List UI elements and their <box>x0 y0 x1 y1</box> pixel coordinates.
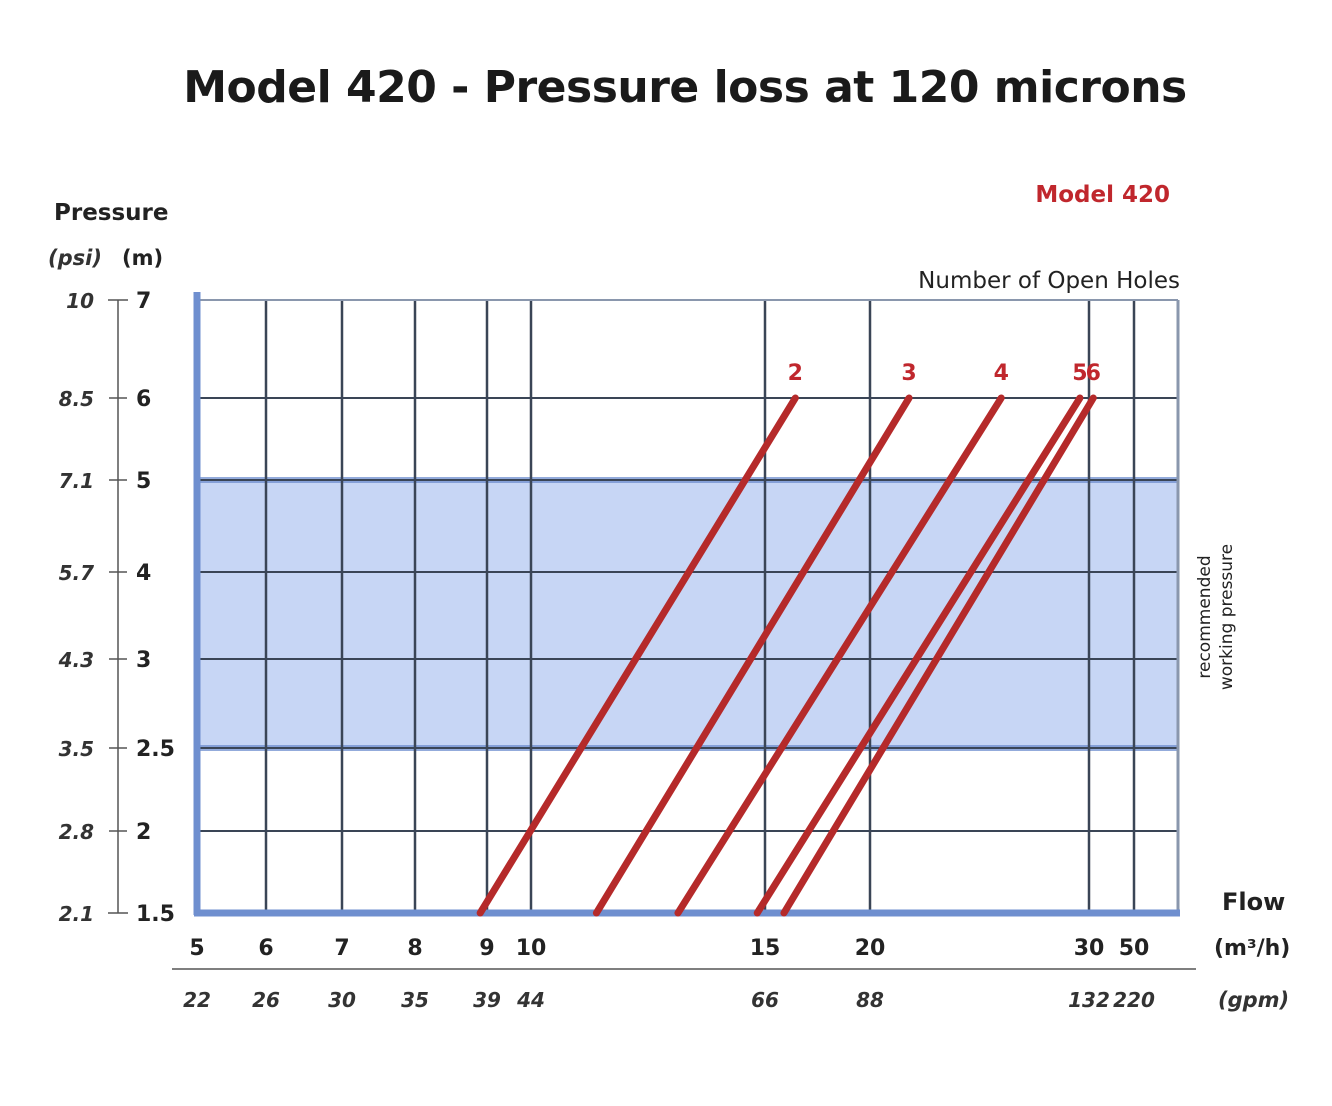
x-axis-title: Flow <box>1222 888 1285 916</box>
y-tick-label-psi: 8.5 <box>59 387 94 411</box>
y-tick-label-psi: 10 <box>66 289 94 313</box>
x-tick-label-m3h: 50 <box>1119 936 1150 961</box>
y-unit-m: (m) <box>122 246 163 270</box>
x-unit-m3h: (m³/h) <box>1214 936 1290 961</box>
series-label-4: 4 <box>994 361 1009 386</box>
y-tick-label-m: 3 <box>136 648 151 673</box>
series-label-3: 3 <box>901 361 916 386</box>
x-tick-label-m3h: 10 <box>516 936 547 961</box>
y-tick-label-psi: 5.7 <box>59 561 95 585</box>
y-tick-label-m: 5 <box>136 469 151 494</box>
y-tick-label-m: 2 <box>136 820 151 845</box>
y-tick-label-m: 4 <box>136 561 151 586</box>
y-tick-label-psi: 7.1 <box>59 469 94 493</box>
series-line-5 <box>753 394 1084 917</box>
series-label-2: 2 <box>788 361 803 386</box>
x-tick-label-m3h: 15 <box>750 936 781 961</box>
y-tick-label-m: 6 <box>136 387 151 412</box>
y-tick-label-psi: 2.8 <box>59 820 95 844</box>
x-tick-label-gpm: 26 <box>252 988 280 1012</box>
legend-subtitle: Number of Open Holes <box>918 268 1180 294</box>
x-tick-label-gpm: 35 <box>401 988 429 1012</box>
series-label-6: 6 <box>1086 361 1101 386</box>
series-label-5: 5 <box>1072 361 1087 386</box>
band-label-line-1: recommended <box>1195 555 1215 678</box>
x-tick-label-gpm: 44 <box>516 988 545 1012</box>
series-line-4 <box>674 394 1005 917</box>
x-tick-label-m3h: 20 <box>855 936 886 961</box>
series-line-3 <box>592 394 913 917</box>
recommended-band <box>197 480 1178 748</box>
x-unit-gpm: (gpm) <box>1218 988 1289 1012</box>
legend-title: Model 420 <box>1035 182 1170 208</box>
y-axis-title: Pressure <box>54 200 169 226</box>
y-unit-psi: (psi) <box>48 246 102 270</box>
y-tick-label-m: 7 <box>136 289 151 314</box>
x-tick-label-m3h: 9 <box>479 936 494 961</box>
x-tick-label-m3h: 8 <box>407 936 422 961</box>
x-tick-label-m3h: 5 <box>189 936 204 961</box>
y-tick-label-psi: 2.1 <box>59 902 94 926</box>
y-tick-label-psi: 4.3 <box>58 648 94 672</box>
x-tick-label-m3h: 7 <box>334 936 349 961</box>
band-label-line-2: working pressure <box>1217 544 1237 690</box>
x-tick-label-m3h: 30 <box>1074 936 1105 961</box>
x-tick-label-gpm: 22 <box>183 988 211 1012</box>
y-tick-label-m: 2.5 <box>136 737 175 762</box>
x-tick-label-gpm: 66 <box>751 988 779 1012</box>
x-tick-label-gpm: 39 <box>473 988 501 1012</box>
series-line-2 <box>476 394 799 917</box>
x-tick-label-m3h: 6 <box>258 936 273 961</box>
series-line-6 <box>780 394 1097 917</box>
x-tick-label-gpm: 88 <box>856 988 884 1012</box>
x-tick-label-gpm: 132 <box>1068 988 1110 1012</box>
y-tick-label-psi: 3.5 <box>59 737 94 761</box>
x-tick-label-gpm: 220 <box>1113 988 1155 1012</box>
x-tick-label-gpm: 30 <box>328 988 356 1012</box>
y-tick-label-m: 1.5 <box>136 902 175 927</box>
chart-title: Model 420 - Pressure loss at 120 microns <box>183 62 1187 113</box>
